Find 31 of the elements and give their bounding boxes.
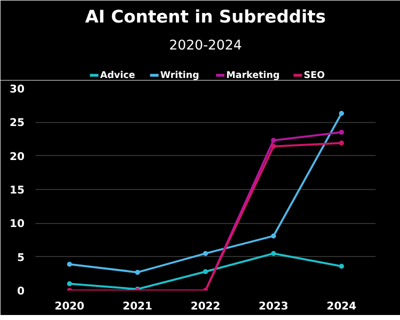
point bbox=[339, 130, 344, 135]
y-tick-label: 10 bbox=[10, 217, 25, 230]
legend-label: SEO bbox=[304, 70, 325, 81]
point bbox=[271, 233, 276, 238]
point bbox=[339, 140, 344, 146]
x-tick-label: 2021 bbox=[122, 300, 152, 312]
x-tick-label: 2020 bbox=[54, 300, 84, 312]
x-tick-label: 2024 bbox=[326, 300, 356, 312]
point bbox=[203, 269, 208, 274]
y-tick-label: 5 bbox=[17, 250, 25, 264]
legend-label: Marketing bbox=[226, 70, 280, 81]
y-tick-label: 30 bbox=[10, 82, 25, 96]
x-tick-label: 2022 bbox=[190, 300, 220, 312]
y-tick-label: 25 bbox=[10, 116, 25, 130]
legend-label: Advice bbox=[100, 70, 136, 81]
legend-label: Writing bbox=[160, 70, 200, 81]
point bbox=[339, 264, 344, 269]
y-tick-label: 15 bbox=[10, 184, 25, 196]
point bbox=[271, 138, 276, 143]
chart-title: AI Content in Subreddits bbox=[85, 8, 326, 28]
point bbox=[67, 262, 72, 267]
point bbox=[271, 250, 276, 256]
chart-subtitle: 2020-2024 bbox=[169, 38, 242, 54]
y-tick-label: 20 bbox=[10, 150, 25, 163]
point bbox=[135, 270, 140, 275]
point bbox=[271, 144, 276, 149]
point bbox=[67, 281, 72, 286]
y-tick-label: 0 bbox=[17, 284, 25, 298]
x-tick-label: 2023 bbox=[258, 300, 288, 312]
point bbox=[339, 110, 344, 116]
point bbox=[203, 250, 208, 256]
